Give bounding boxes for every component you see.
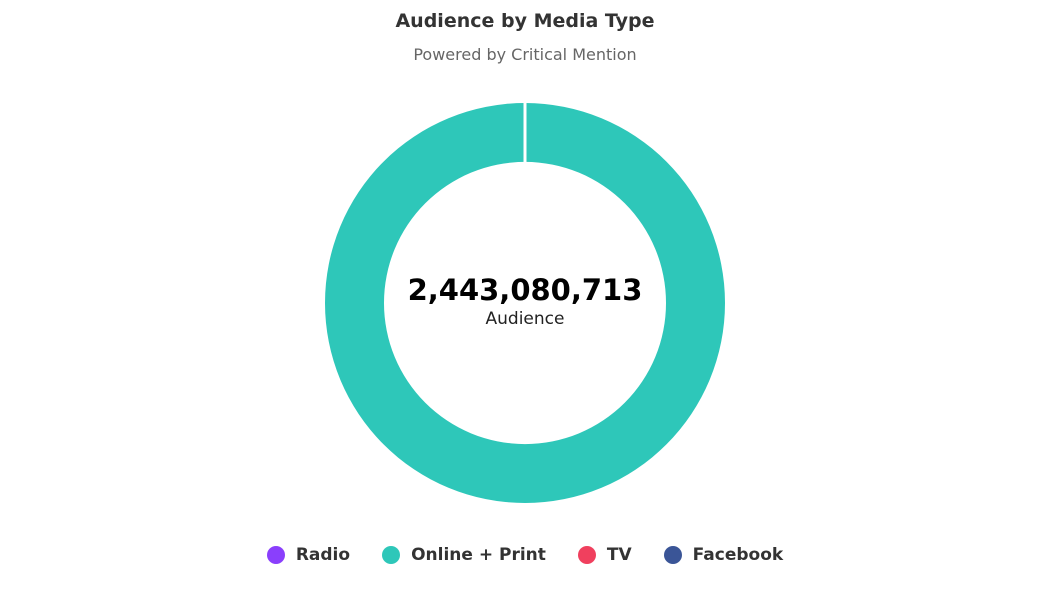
center-total-value: 2,443,080,713 <box>407 273 643 307</box>
legend-label-facebook: Facebook <box>692 545 784 565</box>
legend-item-radio[interactable]: Radio <box>266 545 351 565</box>
chart-title: Audience by Media Type <box>395 10 655 32</box>
legend-item-facebook[interactable]: Facebook <box>663 545 784 565</box>
legend-label-radio: Radio <box>295 545 351 565</box>
chart-subtitle: Powered by Critical Mention <box>413 45 637 64</box>
legend-dot-radio <box>266 546 285 564</box>
legend-item-tv[interactable]: TV <box>577 545 632 565</box>
legend-dot-tv <box>577 546 596 564</box>
legend-dot-online-print <box>382 546 401 564</box>
legend: Radio Online + Print TV Facebook <box>0 545 1050 565</box>
legend-item-online-print[interactable]: Online + Print <box>382 545 546 565</box>
legend-label-tv: TV <box>606 545 632 565</box>
center-total-label: Audience <box>485 309 565 329</box>
slice-online-print[interactable] <box>325 103 725 503</box>
legend-dot-facebook <box>663 546 682 564</box>
legend-label-online-print: Online + Print <box>411 545 546 565</box>
